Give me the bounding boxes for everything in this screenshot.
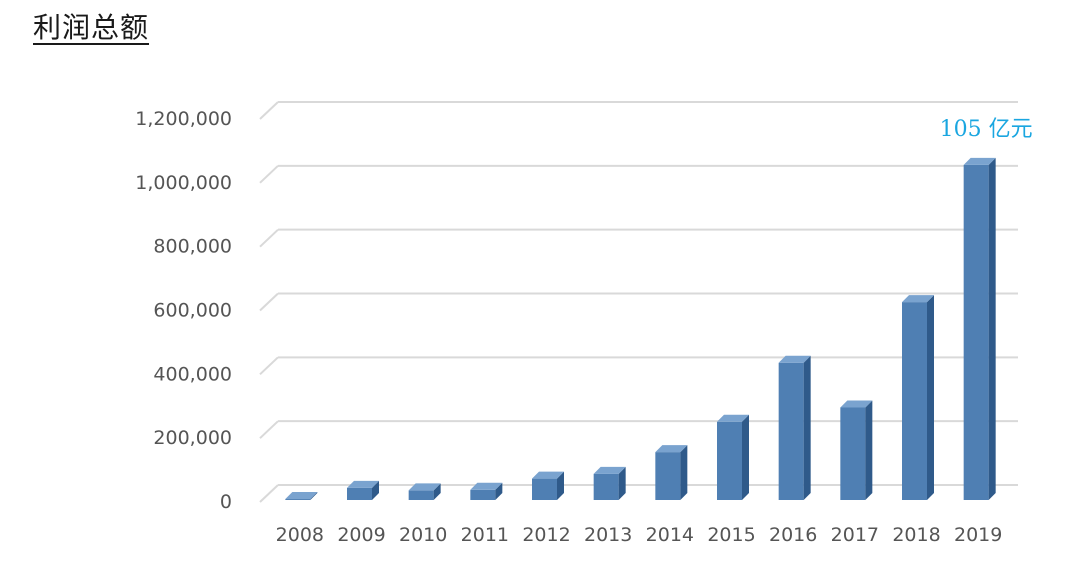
gridline-depth [259,101,279,120]
gridline-depth [259,484,279,503]
bar-top [408,483,441,491]
bar-front [840,407,866,500]
bar-side [988,157,996,500]
x-tick-label: 2016 [769,524,817,546]
bar-side [927,295,934,500]
y-tick-label: 800,000 [153,236,232,258]
bar-top [963,157,996,165]
bar-side [742,414,749,500]
bar-side [495,482,503,500]
x-tick-label: 2018 [892,524,940,546]
bar-2016 [778,355,811,500]
bar-front [902,302,927,500]
bar-side [680,445,688,500]
bar-front [285,499,311,500]
x-tick-label: 2014 [646,524,694,546]
x-tick-label: 2009 [337,524,385,546]
x-tick-label: 2019 [954,524,1002,546]
bar-top [778,355,811,363]
y-tick-label: 1,000,000 [135,172,232,194]
gridline-depth [259,165,279,184]
label-layer: 0 200,000 400,000 600,000 800,000 1,000,000 1,… [135,108,1032,546]
bar-side [557,471,564,500]
bar-top [470,482,503,490]
bar-2009 [347,480,379,500]
bar-2017 [840,400,873,500]
bar-2010 [408,483,441,500]
bar-front [778,362,804,500]
bar-top [840,400,873,408]
bar-front [408,490,434,500]
gridline-depth [259,292,279,312]
bar-front [470,489,496,500]
y-tick-label: 1,200,000 [135,108,232,130]
bar-2012 [532,471,564,500]
bar-top [655,445,688,453]
x-tick-label: 2012 [522,524,570,546]
gridline-depth [259,356,279,376]
bar-top [285,492,318,500]
bar-front [717,421,742,500]
bar-top [717,414,749,422]
bar-side [618,466,626,500]
bar-front [532,478,557,500]
x-tick-label: 2011 [461,524,509,546]
bar-side [372,480,379,500]
bar-2019 [963,157,996,500]
bar-2011 [470,482,503,500]
bar-annotation: 105 亿元 [940,117,1033,142]
y-tick-label: 0 [220,491,232,513]
bar-2013 [593,466,626,500]
bar-side [433,483,441,500]
y-tick-label: 400,000 [153,363,232,385]
page-title: 利润总额 [33,11,150,44]
bar-top [347,480,379,488]
gridline-depth [259,420,279,439]
bar-front [593,473,619,500]
bar-2015 [717,414,749,500]
x-tick-label: 2013 [584,524,632,546]
x-tick-label: 2017 [831,524,879,546]
grid-layer [259,101,1018,503]
x-tick-label: 2008 [276,524,324,546]
bar-layer [285,157,996,500]
x-tick-label: 2010 [399,524,447,546]
bar-side [865,400,873,500]
gridline-depth [259,228,279,248]
bar-top [593,466,626,474]
y-tick-label: 600,000 [153,300,232,322]
bar-top [902,295,934,303]
x-tick-label: 2015 [707,524,755,546]
bar-top [532,471,564,479]
bar-2018 [902,295,934,500]
bar-front [655,452,681,500]
bar-front [963,164,989,500]
bar-2014 [655,445,688,500]
bar-2008 [285,492,318,500]
bar-side [803,355,811,500]
bar-front [347,487,372,500]
bar-side [310,492,318,500]
y-tick-label: 200,000 [153,427,232,449]
